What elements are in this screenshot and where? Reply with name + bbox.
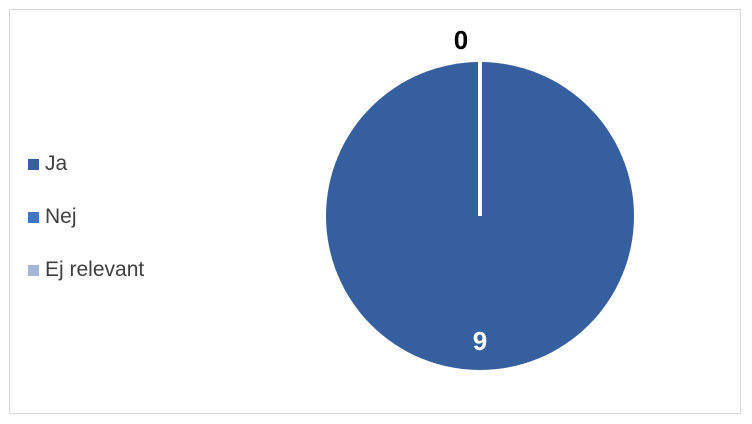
legend-item-ej-relevant: Ej relevant	[28, 256, 144, 284]
legend-item-ja: Ja	[28, 150, 144, 178]
legend-swatch-ej-relevant	[28, 264, 39, 276]
legend-label-ja: Ja	[45, 152, 68, 175]
legend-swatch-nej	[28, 211, 39, 223]
legend-label-ej-relevant: Ej relevant	[45, 258, 145, 281]
legend-swatch-ja	[28, 158, 39, 170]
legend-label-nej: Nej	[45, 205, 77, 228]
pie-slices	[326, 62, 634, 370]
legend-item-nej: Nej	[28, 203, 144, 231]
chart-legend: Ja Nej Ej relevant	[28, 150, 144, 309]
data-label-ja: 9	[473, 326, 487, 356]
data-label-nej: 0	[454, 25, 468, 55]
